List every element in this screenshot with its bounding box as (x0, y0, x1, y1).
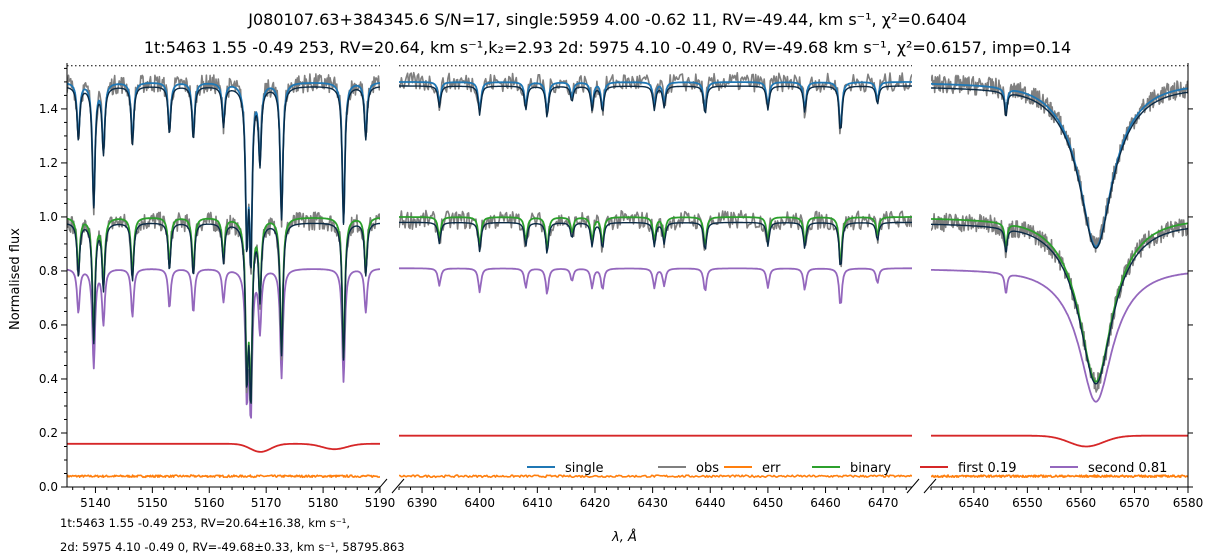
x-tick-label: 6540 (959, 496, 990, 510)
x-tick-label: 6390 (407, 496, 438, 510)
x-tick-label: 6460 (810, 496, 841, 510)
x-tick-label: 6470 (868, 496, 899, 510)
x-tick-label: 6580 (1173, 496, 1204, 510)
x-tick-label: 6430 (637, 496, 668, 510)
x-tick-label: 6560 (1066, 496, 1097, 510)
x-tick-label: 5150 (137, 496, 168, 510)
single-line (931, 83, 1188, 248)
second-line (67, 268, 380, 419)
x-tick-label: 6570 (1119, 496, 1150, 510)
legend-label: second 0.81 (1088, 461, 1167, 476)
single-fit-overlay (67, 86, 380, 269)
legend-label: err (762, 461, 781, 476)
err-line (67, 474, 380, 479)
axis-break-mark (923, 478, 937, 494)
chart-title-line1: J080107.63+384345.6 S/N=17, single:5959 … (248, 10, 967, 29)
second-line (931, 269, 1188, 403)
x-tick-label: 5180 (308, 496, 339, 510)
panel-3-curves (931, 74, 1188, 479)
legend-label: binary (850, 461, 891, 476)
y-axis-label: Normalised flux (8, 228, 23, 330)
binary-fit-overlay (931, 223, 1188, 385)
second-line (399, 267, 912, 304)
y-tick-label: 0.4 (39, 372, 58, 386)
first-line (931, 434, 1188, 448)
axis-break-mark (906, 478, 920, 494)
y-tick-label: 1.0 (39, 210, 58, 224)
y-tick-label: 0.0 (39, 480, 58, 494)
panel-2: 6390 6400 6410 6420 6430 6440 6450 6460 6470 (398, 65, 912, 510)
single-fit-overlay (399, 85, 912, 129)
binary-line (67, 217, 380, 403)
binary-line (399, 216, 912, 261)
legend-label: single (565, 461, 604, 476)
err-line (931, 474, 1188, 479)
axis-break-mark (374, 478, 388, 494)
x-tick-label: 6440 (695, 496, 726, 510)
y-tick-label: 1.2 (39, 156, 58, 170)
binary-line (931, 218, 1188, 383)
legend: single obs err binary first 0.19 second 0.81 (527, 461, 1167, 476)
x-tick-label: 5160 (194, 496, 225, 510)
axis-break-mark (391, 478, 405, 494)
x-tick-label: 6550 (1012, 496, 1043, 510)
x-axis-label: λ, Å (612, 530, 637, 545)
panel-3: 6540 6550 6560 6570 6580 (930, 65, 1204, 510)
panel-1-curves (67, 73, 380, 479)
x-tick-label: 5140 (80, 496, 111, 510)
single-fit-overlay (931, 87, 1188, 249)
x-tick-label: 5170 (251, 496, 282, 510)
err-line (399, 474, 912, 479)
x-tick-label: 6420 (580, 496, 611, 510)
panel-1: 5140 5150 5160 5170 5180 5190 (67, 65, 396, 510)
fit-note-line1: 1t:5463 1.55 -0.49 253, RV=20.64±16.38, … (60, 516, 351, 530)
binary-fit-overlay (399, 221, 912, 266)
obs-line-binary (67, 211, 380, 404)
y-tick-label: 0.8 (39, 264, 58, 278)
legend-label: first 0.19 (958, 461, 1016, 476)
chart-title-line2: 1t:5463 1.55 -0.49 253, RV=20.64, km s⁻¹… (143, 38, 1072, 57)
x-tick-label: 6410 (522, 496, 553, 510)
panel-2-curves (399, 71, 912, 479)
obs-line-single (399, 71, 912, 135)
first-line (67, 442, 380, 453)
y-tick-label: 1.4 (39, 102, 58, 116)
x-tick-label: 6450 (753, 496, 784, 510)
obs-line-binary (931, 212, 1188, 393)
x-tick-label: 5190 (365, 496, 396, 510)
legend-label: obs (696, 461, 719, 476)
fit-note-line2: 2d: 5975 4.10 -0.49 0, RV=-49.68±0.33, k… (60, 540, 405, 554)
single-line (67, 82, 380, 268)
binary-fit-overlay (67, 222, 380, 404)
y-tick-label: 0.2 (39, 426, 58, 440)
obs-line-single (67, 73, 380, 275)
x-tick-label: 6400 (464, 496, 495, 510)
y-tick-label: 0.6 (39, 318, 58, 332)
